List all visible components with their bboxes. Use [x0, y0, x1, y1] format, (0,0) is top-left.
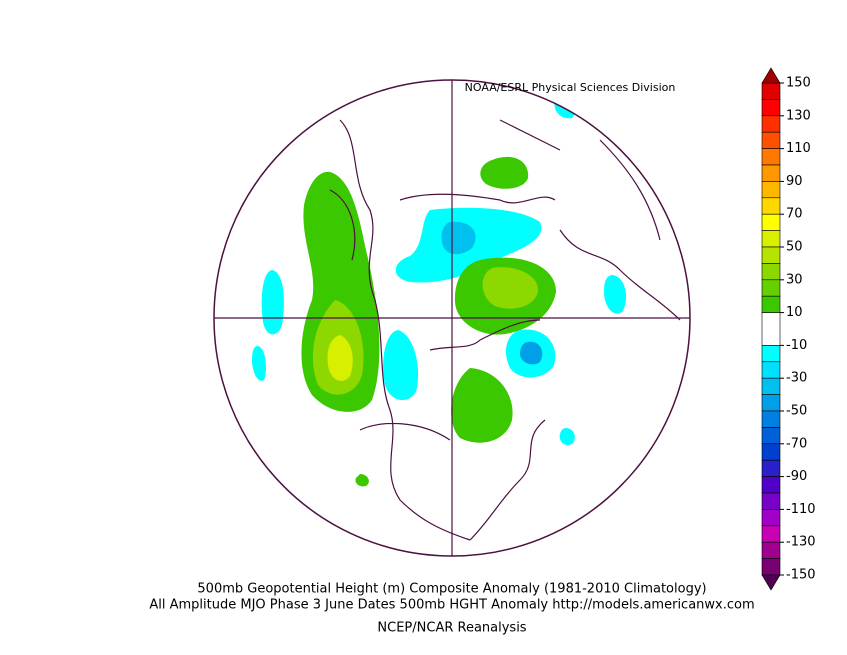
- colorbar-label: -70: [786, 436, 807, 451]
- color-box: [761, 394, 781, 412]
- color-box: [761, 312, 781, 346]
- colorbar-label: 110: [786, 141, 811, 156]
- color-box: [761, 148, 781, 166]
- color-box: [761, 459, 781, 477]
- positive-anomaly: [451, 368, 513, 443]
- color-box: [761, 541, 781, 559]
- color-box: [761, 246, 781, 264]
- colorbar-label: -150: [786, 568, 816, 583]
- colorbar-label: 90: [786, 174, 803, 189]
- color-box: [761, 99, 781, 117]
- color-box: [761, 361, 781, 379]
- colorbar-label: 10: [786, 305, 803, 320]
- color-box: [761, 181, 781, 199]
- color-box: [761, 410, 781, 428]
- color-box: [761, 525, 781, 543]
- credit: NOAA/ESRL Physical Sciences Division: [465, 81, 676, 94]
- positive-anomaly: [355, 474, 369, 487]
- negative-anomaly: [441, 221, 476, 255]
- negative-anomaly: [383, 330, 419, 401]
- anomaly-map: [252, 99, 681, 541]
- colorbar-label: 30: [786, 272, 803, 287]
- colorbar-label: 50: [786, 240, 803, 255]
- caption-line: All Amplitude MJO Phase 3 June Dates 500…: [149, 598, 754, 613]
- color-box: [761, 427, 781, 445]
- color-box: [761, 213, 781, 231]
- coastline: [329, 119, 681, 541]
- color-triangle: [761, 574, 781, 591]
- colorbar-label: 70: [786, 207, 803, 222]
- negative-anomaly: [252, 346, 266, 381]
- color-box: [761, 82, 781, 100]
- colorbar-label: -90: [786, 469, 807, 484]
- color-box: [761, 115, 781, 133]
- color-box: [761, 476, 781, 494]
- color-box: [761, 443, 781, 461]
- color-box: [761, 377, 781, 395]
- source: NCEP/NCAR Reanalysis: [377, 621, 526, 636]
- color-box: [761, 509, 781, 527]
- colorbar-label: -30: [786, 371, 807, 386]
- colorbar-label: -130: [786, 535, 816, 550]
- negative-anomaly: [604, 275, 627, 314]
- positive-anomaly: [482, 267, 539, 309]
- color-box: [761, 263, 781, 281]
- color-box: [761, 131, 781, 149]
- color-box: [761, 345, 781, 363]
- color-box: [761, 197, 781, 215]
- colorbar-label: -50: [786, 404, 807, 419]
- colorbar-label: 150: [786, 76, 811, 91]
- color-box: [761, 164, 781, 182]
- colorbar: 150 130 110 90 70 50 30 10 -10 -30 -50 -70 -90 -110 -1…: [761, 67, 816, 591]
- negative-anomaly: [520, 341, 543, 365]
- caption-line: 500mb Geopotential Height (m) Composite …: [197, 582, 706, 597]
- color-box: [761, 279, 781, 297]
- positive-anomaly: [480, 156, 529, 189]
- colorbar-label: -110: [786, 502, 816, 517]
- color-box: [761, 558, 781, 576]
- color-triangle: [761, 67, 781, 84]
- colorbar-label: -10: [786, 338, 807, 353]
- negative-anomaly: [559, 428, 575, 446]
- colorbar-label: 130: [786, 108, 811, 123]
- color-box: [761, 492, 781, 510]
- color-box: [761, 295, 781, 313]
- negative-anomaly: [261, 270, 284, 335]
- positive-anomaly: [327, 335, 353, 381]
- color-box: [761, 230, 781, 248]
